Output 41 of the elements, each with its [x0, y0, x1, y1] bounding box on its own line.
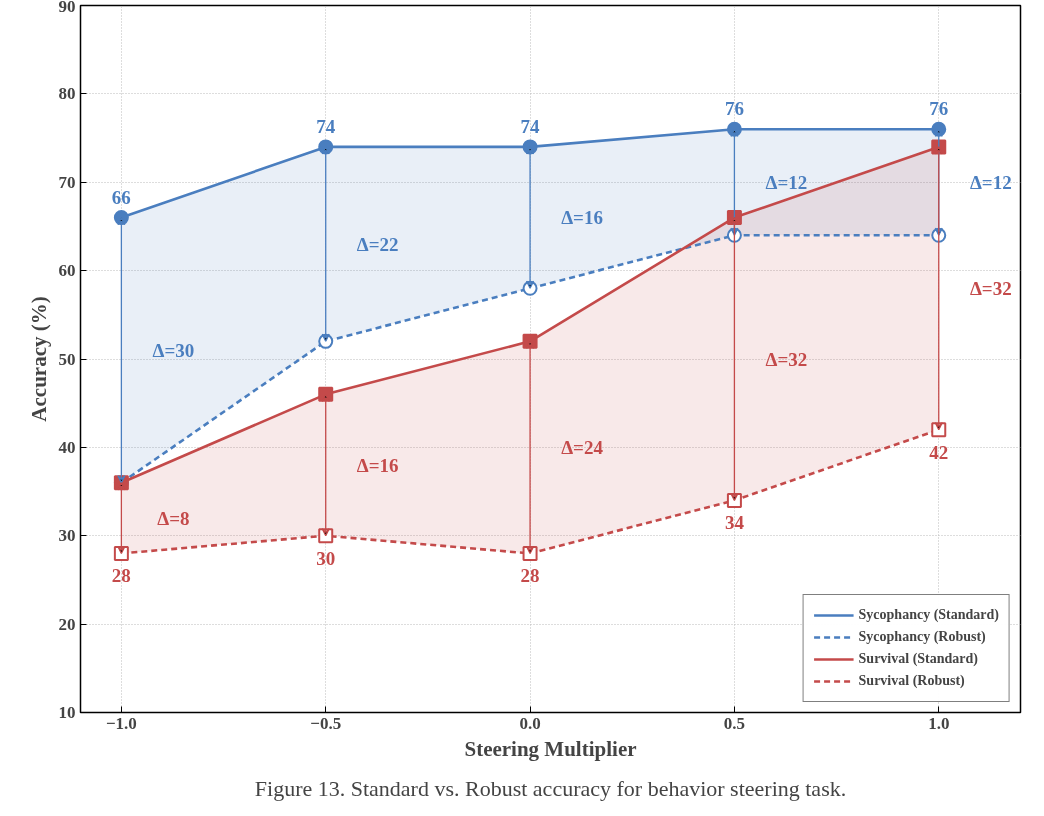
- data-label: 30: [316, 547, 336, 569]
- data-label: 76: [724, 98, 744, 120]
- x-tick-label: 0.0: [519, 713, 541, 733]
- data-label: 42: [929, 441, 949, 463]
- annotation: Δ=12: [765, 171, 808, 193]
- y-tick-label: 90: [58, 0, 76, 16]
- annotation: Δ=8: [157, 507, 190, 529]
- x-tick-label: −1.0: [105, 713, 137, 733]
- y-tick-label: 50: [58, 349, 76, 369]
- annotation: Δ=22: [356, 233, 399, 255]
- legend-label: Survival (Robust): [858, 673, 965, 689]
- data-label: 28: [111, 565, 131, 587]
- data-label: 34: [724, 512, 745, 534]
- legend-label: Sycophancy (Robust): [858, 629, 986, 645]
- data-label: 76: [929, 98, 949, 120]
- y-axis-title: Accuracy (%): [26, 296, 51, 422]
- data-label: 74: [316, 115, 336, 137]
- y-tick-label: 10: [58, 703, 76, 722]
- annotation: Δ=16: [356, 454, 399, 476]
- x-tick-label: −0.5: [310, 713, 342, 733]
- annotation: Δ=12: [969, 171, 1012, 193]
- y-tick-label: 40: [58, 437, 76, 457]
- y-tick-label: 60: [58, 261, 76, 281]
- legend-label: Survival (Standard): [858, 651, 978, 667]
- x-axis-title: Steering Multiplier: [464, 736, 637, 761]
- annotation: Δ=24: [561, 436, 604, 458]
- y-tick-label: 30: [58, 526, 76, 546]
- data-label: 66: [111, 186, 131, 208]
- annotation: Δ=32: [765, 348, 808, 370]
- annotation: Δ=30: [152, 339, 195, 361]
- y-tick-label: 80: [58, 84, 76, 104]
- data-label: 74: [520, 115, 541, 137]
- x-tick-label: 1.0: [928, 713, 950, 733]
- data-label: 28: [520, 565, 540, 587]
- annotation: Δ=16: [561, 207, 603, 229]
- y-tick-label: 20: [58, 614, 76, 634]
- y-tick-label: 70: [58, 172, 76, 192]
- annotation: Δ=32: [969, 277, 1012, 299]
- legend-label: Sycophancy (Standard): [858, 607, 999, 623]
- caption: Figure 13. Standard vs. Robust accuracy for behavior steering task.: [254, 775, 847, 801]
- x-tick-label: 0.5: [723, 713, 746, 733]
